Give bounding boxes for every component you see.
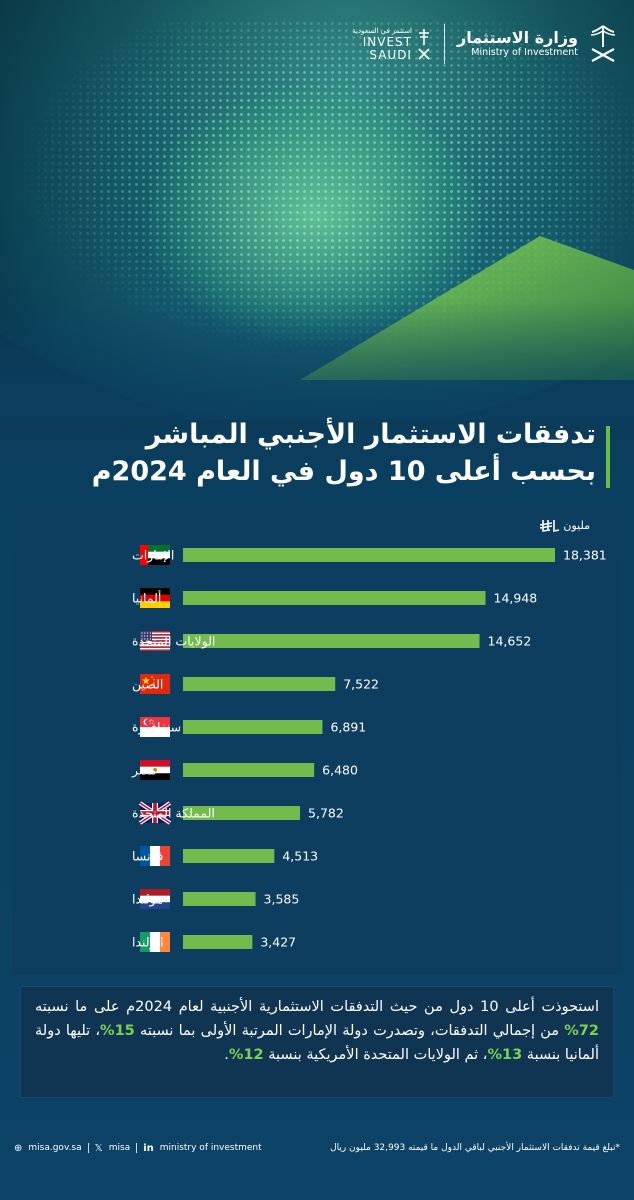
country-label: فرنسا: [132, 849, 163, 865]
summary-part-5: .: [224, 1047, 229, 1063]
usa-flag: [140, 631, 170, 651]
footnote: *تبلغ قيمة تدفقات الاستثمار الأجنبي لباق…: [330, 1143, 620, 1153]
summary-pct-total: 72%: [564, 1023, 599, 1039]
country-label: ايرلندا: [132, 935, 163, 951]
palm-x-icon: [418, 29, 430, 60]
globe-icon: ⊕: [14, 1142, 23, 1154]
logo-divider: [443, 24, 445, 64]
netherlands-flag: [140, 889, 170, 909]
linkedin-icon: in: [143, 1142, 154, 1154]
footer-separator: [136, 1143, 138, 1153]
footer-separator: [87, 1143, 89, 1153]
title-line-2: بحسب أعلى 10 دول في العام 2024م: [91, 456, 596, 487]
country-label: مصر: [131, 763, 156, 779]
bar: [183, 935, 253, 949]
linkedin-link[interactable]: ministry of investment: [159, 1143, 262, 1153]
unit-text: مليون: [563, 519, 590, 532]
ministry-name-arabic: وزارة الاستثمار: [456, 28, 578, 47]
x-icon: 𝕏: [94, 1142, 103, 1154]
value-label: 4,513: [282, 849, 318, 864]
hero-globe-image: [0, 0, 634, 420]
uk-flag: [138, 801, 172, 825]
header-logos: استثمر في السعودية INVEST SAUDI وزارة ال…: [352, 18, 620, 70]
country-label: الإمارات: [132, 548, 174, 564]
country-label: سنغافورة: [132, 720, 181, 736]
value-label: 7,522: [343, 677, 379, 692]
egypt-flag: [140, 760, 170, 780]
value-label: 3,427: [260, 935, 296, 950]
invest-saudi-logo: استثمر في السعودية INVEST SAUDI: [352, 27, 432, 62]
ministry-logo: وزارة الاستثمار Ministry of Investment: [457, 23, 620, 65]
value-label: 6,891: [330, 720, 366, 735]
country-label: هولندا: [132, 892, 163, 908]
invest-logo-line2: SAUDI: [369, 47, 412, 62]
summary-pct-germany: 13%: [487, 1047, 523, 1063]
value-label: 5,782: [308, 806, 344, 821]
uae-flag: [140, 545, 170, 565]
summary-part-4: ، ثم الولايات المتحدة الأمريكية بنسبة: [263, 1047, 488, 1063]
saudi-emblem-icon: [590, 25, 616, 62]
country-label: المملكة المتحدة: [132, 806, 215, 821]
title-line-1: تدفقات الاستثمار الأجنبي المباشر: [145, 419, 596, 450]
ireland-flag: [140, 932, 170, 952]
bar: [183, 677, 336, 691]
summary-box: استحوذت أعلى 10 دول من حيث التدفقات الاس…: [20, 986, 614, 1098]
summary-part-1: استحوذت أعلى 10 دول من حيث التدفقات الاس…: [35, 999, 599, 1015]
country-label: الصين: [132, 677, 163, 693]
social-links: ⊕ misa.gov.sa 𝕏 misa in ministry of inve…: [14, 1143, 262, 1154]
summary-pct-uae: 15%: [100, 1023, 135, 1039]
summary-text: استحوذت أعلى 10 دول من حيث التدفقات الاس…: [35, 995, 599, 1067]
singapore-flag: [140, 717, 170, 737]
country-label: ألمانيا: [132, 590, 161, 606]
bar: [183, 634, 480, 648]
invest-logo-line1: INVEST: [362, 34, 412, 49]
bar: [183, 849, 275, 863]
bar-chart: 18,381 الإمارات 14,948 ألمانيا 14,652 الولايا…: [131, 545, 607, 952]
bar: [183, 892, 256, 906]
bar: [183, 548, 555, 562]
value-label: 6,480: [322, 763, 358, 778]
summary-part-3: ، تليها دولة ألمانيا بنسبة: [35, 1023, 599, 1063]
country-label: الولايات المتحدة: [132, 634, 215, 650]
title-accent-bar: [606, 426, 610, 488]
invest-logo-arabic: استثمر في السعودية: [352, 26, 412, 35]
china-flag: [140, 674, 170, 694]
bar: [183, 720, 323, 734]
bar: [183, 591, 486, 605]
value-label: 18,381: [563, 548, 607, 563]
france-flag: [140, 846, 170, 866]
summary-part-2: من إجمالي التدفقات، وتصدرت دولة الإمارات…: [134, 1023, 565, 1039]
summary-pct-usa: 12%: [228, 1047, 264, 1063]
website-link[interactable]: misa.gov.sa: [28, 1143, 82, 1153]
bar: [183, 763, 315, 777]
page-title: تدفقات الاستثمار الأجنبي المباشر بحسب أع…: [36, 416, 596, 490]
value-label: 14,652: [488, 634, 532, 649]
bar: [183, 806, 301, 820]
germany-flag: [140, 588, 170, 608]
hero-fade: [0, 300, 634, 420]
riyal-symbol-icon: [539, 520, 560, 532]
saudi-map-highlight: [150, 90, 480, 340]
footer: ⊕ misa.gov.sa 𝕏 misa in ministry of inve…: [14, 1136, 620, 1160]
unit-label: مليون: [538, 519, 590, 533]
chart-panel: [12, 505, 622, 975]
value-label: 14,948: [494, 591, 538, 606]
x-handle-link[interactable]: misa: [108, 1143, 131, 1153]
value-label: 3,585: [264, 892, 300, 907]
ministry-name-english: Ministry of Investment: [471, 47, 578, 58]
